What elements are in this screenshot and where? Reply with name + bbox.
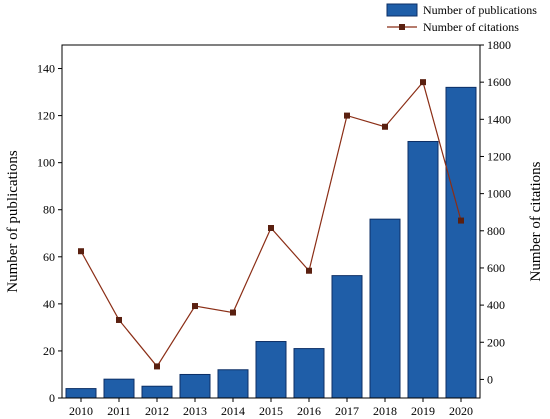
bar-series xyxy=(65,86,477,399)
x-tick-label: 2017 xyxy=(335,404,359,418)
y2-tick-label: 1400 xyxy=(487,112,511,126)
bar-publications-2014 xyxy=(217,369,249,399)
y-axis-right: 0 200 400 600 800 1000 1200 1400 1600 1800 xyxy=(480,38,511,386)
line-series xyxy=(78,79,464,370)
marker-citations-2012 xyxy=(154,363,160,370)
legend: Number of publications Number of citatio… xyxy=(386,3,537,34)
bar-publications-2012 xyxy=(141,385,173,399)
y-tick-label: 20 xyxy=(43,344,55,358)
marker-citations-2018 xyxy=(382,123,388,130)
y-tick-label: 140 xyxy=(37,62,55,76)
y2-tick-label: 1600 xyxy=(487,75,511,89)
bar-publications-2017 xyxy=(331,275,363,399)
x-tick-label: 2011 xyxy=(107,404,131,418)
legend-label-citations: Number of citations xyxy=(423,20,519,34)
x-tick-label: 2013 xyxy=(183,404,207,418)
y-tick-label: 60 xyxy=(43,250,55,264)
marker-citations-2013 xyxy=(192,303,198,310)
bar-publications-2016 xyxy=(293,348,325,399)
marker-citations-2014 xyxy=(230,309,236,316)
y2-tick-label: 1000 xyxy=(487,187,511,201)
legend-bar-swatch xyxy=(386,3,418,17)
marker-citations-2020 xyxy=(458,217,464,224)
citations-line xyxy=(80,80,462,368)
bar-publications-2018 xyxy=(369,218,401,399)
x-axis: 2010 2011 2012 2013 2014 2015 2016 2017 2018 2019… xyxy=(69,398,473,418)
x-tick-label: 2012 xyxy=(145,404,169,418)
y2-tick-label: 1200 xyxy=(487,149,511,163)
marker-citations-2015 xyxy=(268,225,274,232)
marker-citations-2019 xyxy=(420,79,426,86)
y2-tick-label: 1800 xyxy=(487,38,511,52)
y2-axis-title: Number of citations xyxy=(528,161,544,281)
y2-tick-label: 800 xyxy=(487,224,505,238)
y-tick-label: 120 xyxy=(37,109,55,123)
x-tick-label: 2016 xyxy=(297,404,321,418)
x-tick-label: 2020 xyxy=(449,404,473,418)
marker-citations-2010 xyxy=(78,248,84,255)
bar-publications-2020 xyxy=(445,86,477,399)
y2-tick-label: 400 xyxy=(487,298,505,312)
y-axis-left: 0 20 40 60 80 100 120 140 xyxy=(37,62,62,405)
bar-publications-2015 xyxy=(255,341,287,399)
bar-publications-2019 xyxy=(407,140,439,399)
x-tick-label: 2019 xyxy=(411,404,435,418)
y-tick-label: 100 xyxy=(37,156,55,170)
y2-tick-label: 200 xyxy=(487,335,505,349)
legend-line-marker xyxy=(399,24,405,30)
y2-tick-label: 0 xyxy=(487,372,493,386)
legend-label-publications: Number of publications xyxy=(423,3,537,17)
bar-publications-2013 xyxy=(179,373,211,399)
y-tick-label: 40 xyxy=(43,297,55,311)
marker-citations-2011 xyxy=(116,316,122,323)
x-tick-label: 2010 xyxy=(69,404,93,418)
x-tick-label: 2015 xyxy=(259,404,283,418)
y2-tick-label: 600 xyxy=(487,261,505,275)
x-tick-label: 2018 xyxy=(373,404,397,418)
y-tick-label: 80 xyxy=(43,203,55,217)
y-axis-title: Number of publications xyxy=(5,150,21,293)
x-tick-label: 2014 xyxy=(221,404,245,418)
marker-citations-2016 xyxy=(306,267,312,274)
y-tick-label: 0 xyxy=(49,391,55,405)
bar-publications-2011 xyxy=(103,378,135,399)
marker-citations-2017 xyxy=(344,112,350,119)
bar-publications-2010 xyxy=(65,388,97,399)
